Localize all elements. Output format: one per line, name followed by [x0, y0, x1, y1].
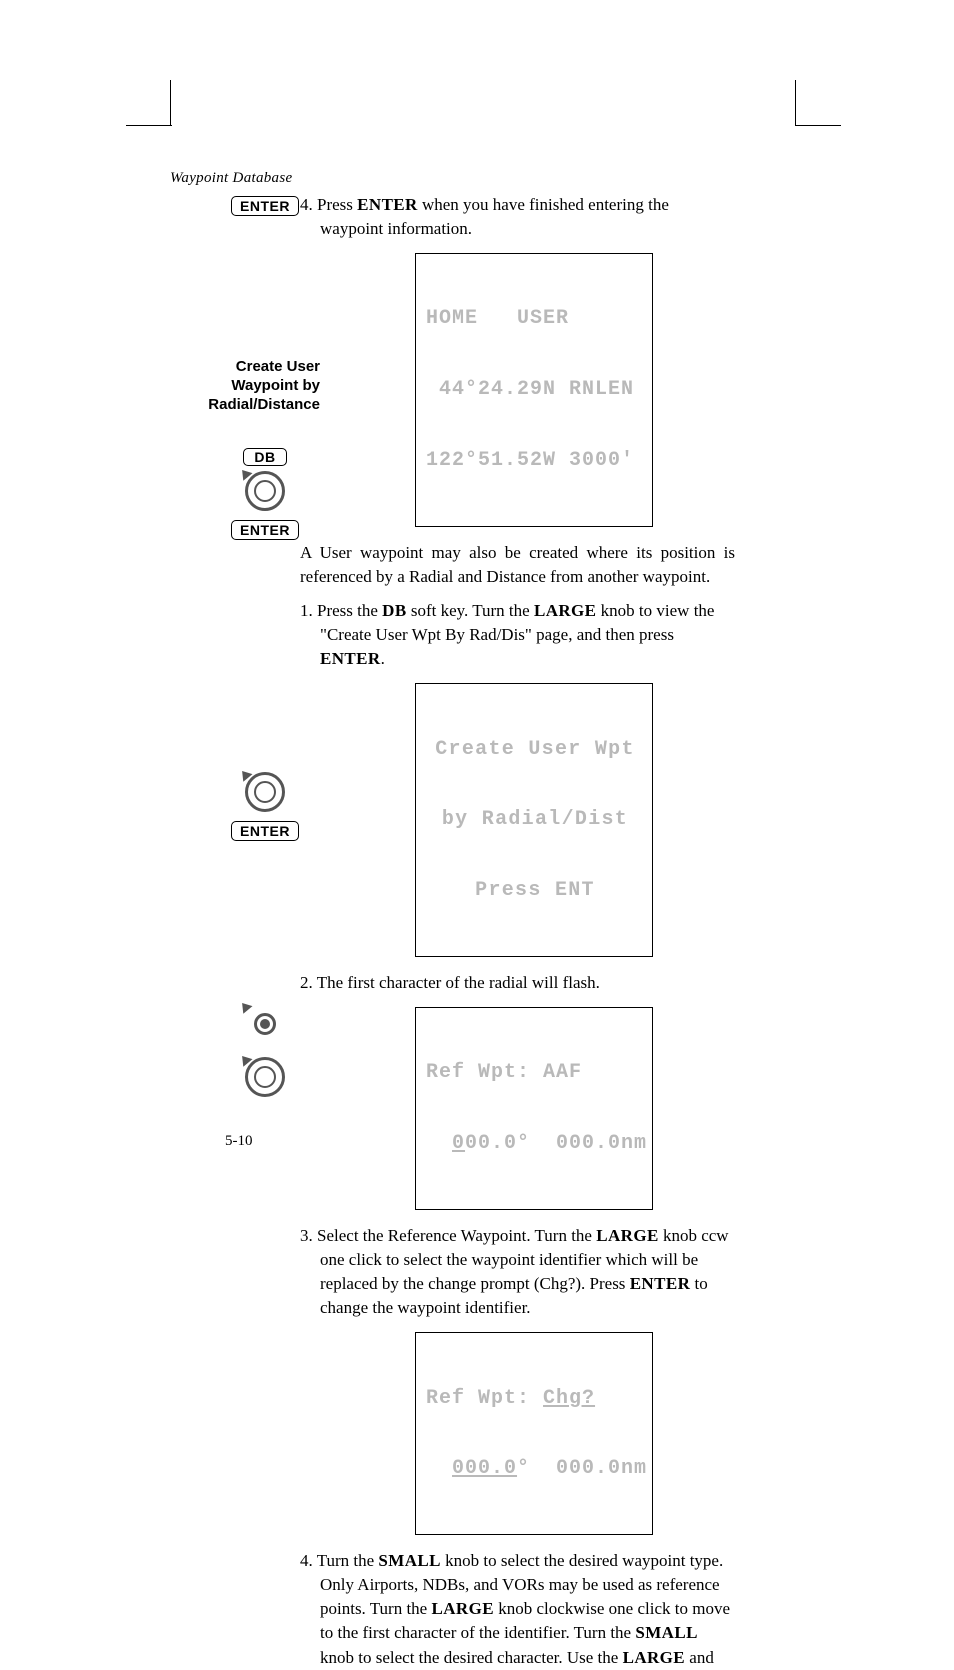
large-knob-icon [245, 1057, 285, 1097]
margin-step3-group: ENTER [210, 768, 320, 841]
small-knob-icon [245, 1004, 285, 1044]
step-4-bottom: 4. Turn the SMALL knob to select the des… [300, 1549, 735, 1670]
lcd-display-3: Ref Wpt: AAF 000.0° 000.0nm [415, 1007, 653, 1210]
margin-heading: Create User Waypoint by Radial/Distance [185, 358, 320, 414]
margin-step4-group [210, 1000, 320, 1106]
step-3: 3. Select the Reference Waypoint. Turn t… [300, 1224, 735, 1321]
step-1: 1. Press the DB soft key. Turn the LARGE… [300, 599, 735, 671]
lcd-display-4: Ref Wpt: Chg? 000.0° 000.0nm [415, 1332, 653, 1535]
large-knob-icon [245, 471, 285, 511]
page-number: 5-10 [225, 1133, 253, 1150]
crop-mark [126, 125, 172, 126]
margin-db-group: DB ENTER [210, 448, 320, 540]
lcd-display-1: HOME USER 44°24.29N RNLEN 122°51.52W 300… [415, 253, 653, 527]
step-4-top: 4. Press ENTER when you have finished en… [300, 193, 735, 241]
enter-key-box: ENTER [231, 196, 299, 216]
step-2: 2. The first character of the radial wil… [300, 971, 735, 995]
crop-mark [170, 80, 171, 126]
lcd-display-2: Create User Wpt by Radial/Dist Press ENT [415, 683, 653, 957]
margin-key-enter: ENTER [210, 196, 320, 216]
intro-paragraph: A User waypoint may also be created wher… [300, 541, 735, 589]
db-key-box: DB [243, 448, 286, 466]
enter-inline: ENTER [357, 195, 418, 214]
enter-key-box-3: ENTER [231, 821, 299, 841]
crop-mark [795, 125, 841, 126]
crop-mark [795, 80, 796, 126]
large-knob-icon [245, 772, 285, 812]
enter-key-box-2: ENTER [231, 520, 299, 540]
running-head: Waypoint Database [170, 170, 795, 187]
